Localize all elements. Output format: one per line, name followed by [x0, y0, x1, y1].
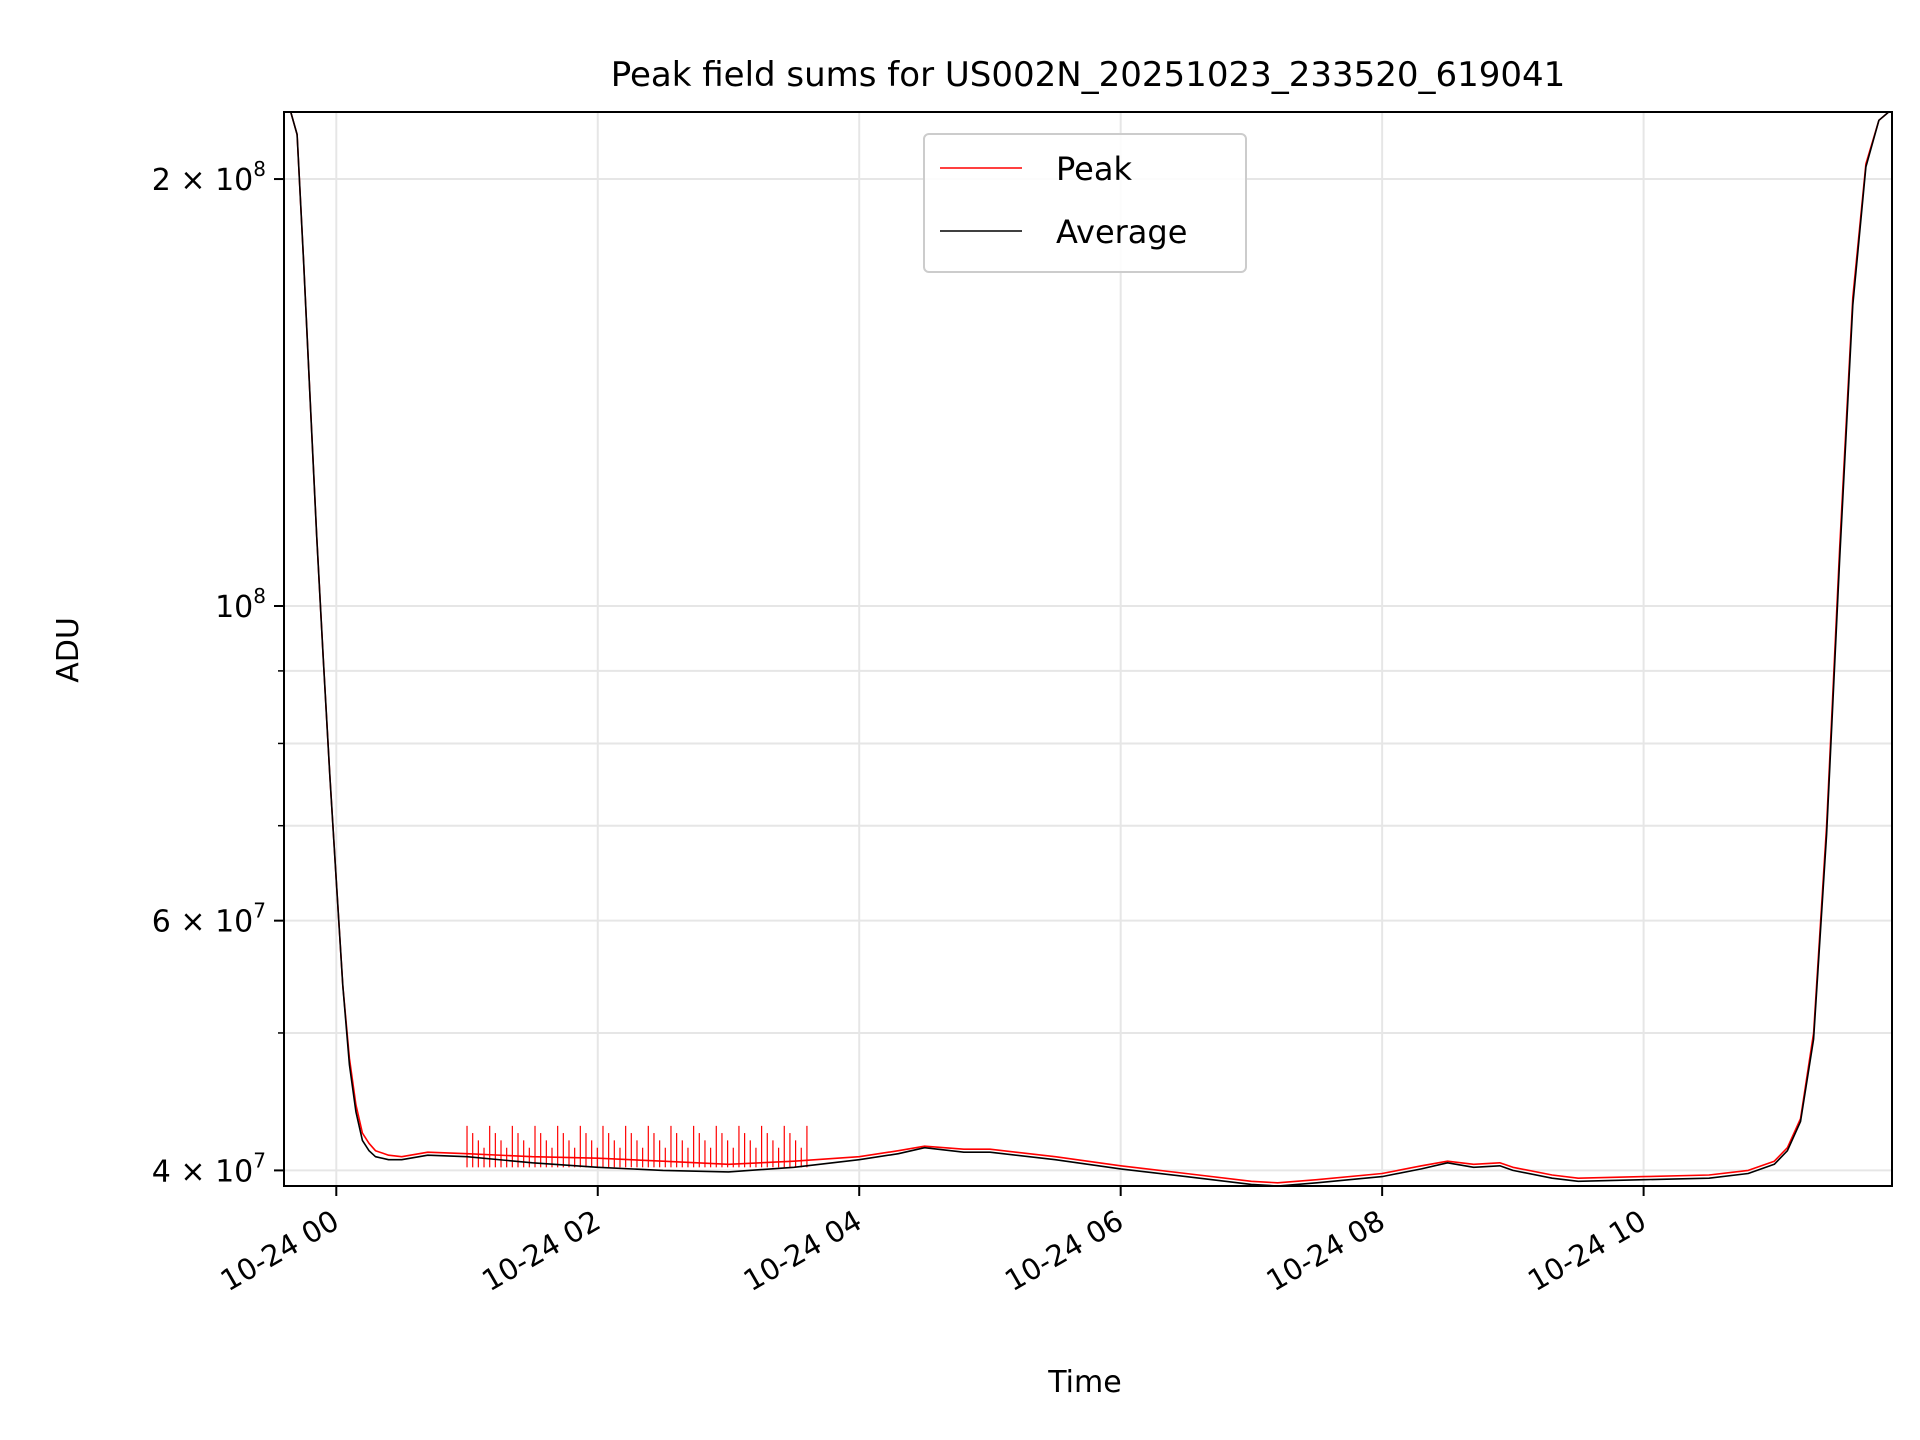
plot-series [289, 112, 1890, 1186]
x-axis-label: Time [1047, 1365, 1121, 1400]
legend: Peak Average [923, 133, 1247, 273]
y-tick-label: 2 × 108 [152, 157, 266, 198]
chart-title: Peak field sums for US002N_20251023_2335… [611, 55, 1566, 95]
y-axis-label: ADU [51, 617, 86, 683]
y-tick-label: 108 [215, 584, 266, 625]
legend-peak-label: Peak [1056, 150, 1132, 188]
y-tick-label: 6 × 107 [152, 899, 266, 940]
y-tick-label: 4 × 107 [152, 1148, 266, 1189]
legend-average-label: Average [1056, 213, 1187, 251]
series-line-average [289, 112, 1890, 1186]
plot-frame [283, 111, 1893, 1187]
